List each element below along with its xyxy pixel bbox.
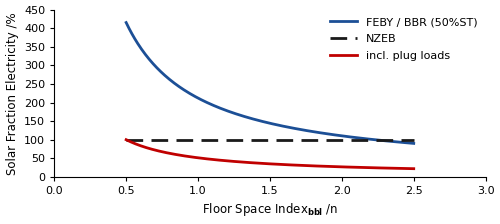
FEBY / BBR (50%ST)	[384, 140, 390, 142]
incl. plug loads	[410, 167, 416, 170]
Y-axis label: Solar Fraction Electricity /%: Solar Fraction Electricity /%	[6, 12, 18, 174]
incl. plug loads	[294, 164, 300, 167]
NZEB	[410, 138, 416, 141]
FEBY / BBR (50%ST)	[294, 128, 300, 130]
incl. plug loads	[384, 167, 390, 169]
X-axis label: Floor Space Index$_{\bf{bbl}}$ /n: Floor Space Index$_{\bf{bbl}}$ /n	[202, 201, 338, 218]
incl. plug loads	[294, 164, 300, 166]
Line: incl. plug loads: incl. plug loads	[126, 140, 414, 169]
FEBY / BBR (50%ST)	[299, 128, 305, 131]
FEBY / BBR (50%ST)	[123, 21, 129, 24]
incl. plug loads	[366, 166, 372, 169]
Legend: FEBY / BBR (50%ST), NZEB, incl. plug loads: FEBY / BBR (50%ST), NZEB, incl. plug loa…	[325, 13, 482, 65]
incl. plug loads	[124, 139, 130, 142]
incl. plug loads	[123, 138, 129, 141]
FEBY / BBR (50%ST)	[124, 23, 130, 26]
Line: FEBY / BBR (50%ST): FEBY / BBR (50%ST)	[126, 23, 414, 143]
FEBY / BBR (50%ST)	[410, 142, 416, 145]
FEBY / BBR (50%ST)	[294, 127, 300, 130]
incl. plug loads	[299, 164, 305, 167]
NZEB	[123, 138, 129, 141]
FEBY / BBR (50%ST)	[366, 138, 372, 140]
